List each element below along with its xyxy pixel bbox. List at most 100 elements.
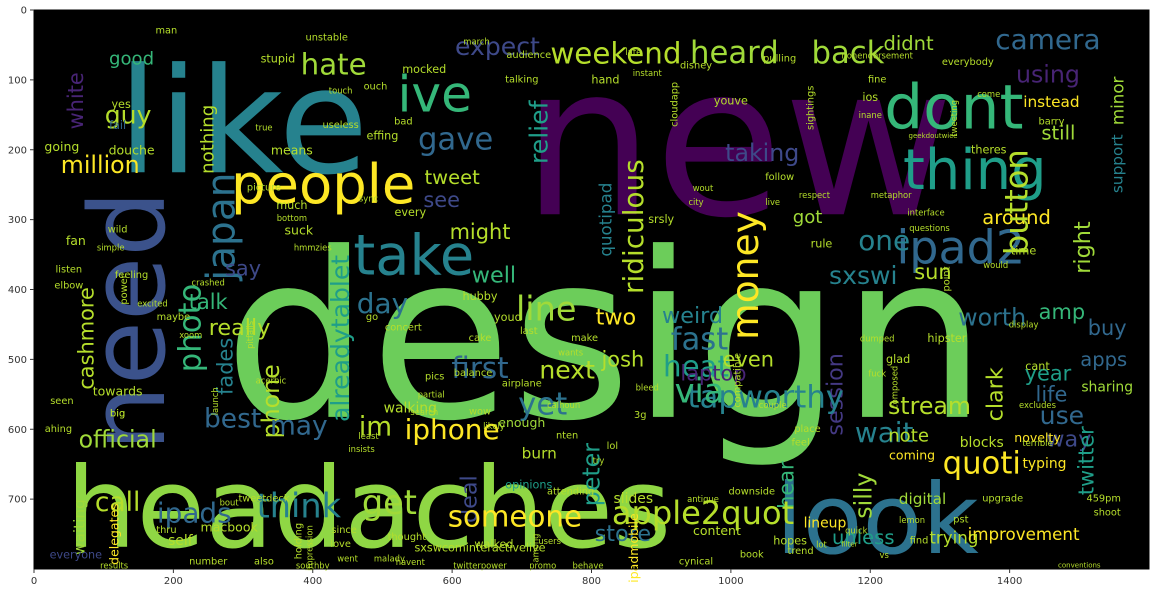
- word-16: back: [811, 36, 884, 71]
- word-47: worth: [958, 303, 1026, 331]
- word-235: lot: [816, 540, 827, 550]
- word-159: march: [463, 36, 489, 46]
- word-138: hubby: [462, 290, 497, 303]
- word-35: see: [423, 188, 460, 212]
- word-252: pitfalls: [245, 321, 255, 349]
- word-242: vs: [880, 550, 889, 560]
- word-135: every: [395, 206, 427, 219]
- word-50: got: [793, 207, 823, 228]
- word-240: southby: [296, 561, 330, 571]
- word-181: bottom: [277, 213, 307, 223]
- word-232: shoot: [1094, 508, 1121, 519]
- word-116: delegates: [107, 503, 122, 565]
- word-243: big: [110, 408, 125, 419]
- word-134: suck: [285, 223, 314, 238]
- word-120: slides: [614, 491, 654, 507]
- word-111: content: [693, 523, 741, 538]
- word-103: sxswcominteractivelive: [414, 542, 545, 555]
- word-81: fades: [214, 338, 238, 395]
- word-211: thru: [156, 525, 176, 536]
- word-250: acerbic: [256, 375, 287, 385]
- word-122: burn: [522, 445, 557, 463]
- word-11: ipad2: [897, 221, 1026, 275]
- word-166: respect: [799, 190, 831, 200]
- word-190: pics: [425, 371, 444, 382]
- y-tick-label-0: 0: [21, 6, 27, 17]
- word-263: would: [983, 260, 1008, 270]
- word-70: fast: [671, 322, 729, 357]
- word-117: macbook: [201, 520, 259, 535]
- word-86: iphone: [405, 413, 500, 446]
- word-55: use: [1040, 401, 1084, 430]
- word-191: airplane: [502, 378, 542, 389]
- word-98: apple2quot: [612, 494, 794, 532]
- word-143: time: [1011, 245, 1036, 258]
- word-31: still: [1041, 121, 1075, 144]
- y-tick-label-4: 400: [8, 285, 27, 296]
- word-171: useless: [322, 120, 358, 131]
- word-90: cashmore: [74, 287, 98, 390]
- word-175: sync: [359, 194, 379, 204]
- y-tick-label-2: 200: [8, 145, 27, 156]
- word-189: balance: [454, 368, 493, 379]
- word-197: least: [358, 431, 379, 441]
- word-264: questions: [909, 223, 950, 233]
- word-262: terrible: [1022, 438, 1052, 448]
- word-28: taking: [725, 139, 799, 167]
- word-65: silly: [849, 473, 877, 519]
- word-10: ive: [397, 64, 472, 123]
- word-188: wants: [558, 347, 583, 357]
- word-102: improvement: [968, 524, 1080, 544]
- word-201: try: [593, 456, 605, 466]
- plot-background: [34, 10, 1149, 569]
- y-tick-label-6: 600: [8, 425, 27, 436]
- word-21: gave: [418, 122, 493, 157]
- word-230: pst: [953, 515, 968, 526]
- x-tick-label-2: 400: [303, 576, 322, 587]
- word-130: stupid: [261, 52, 296, 65]
- word-27: nothing: [198, 105, 219, 174]
- word-91: white: [64, 72, 88, 129]
- word-158: ouch: [364, 81, 388, 92]
- word-41: say: [225, 257, 261, 281]
- word-214: thought: [388, 532, 427, 543]
- word-163: cloudapp: [670, 82, 681, 127]
- word-266: interface: [907, 208, 944, 218]
- x-tick-label-1: 200: [164, 576, 183, 587]
- word-83: best: [204, 403, 261, 434]
- word-231: upgrade: [982, 494, 1023, 505]
- word-229: lemon: [899, 515, 925, 525]
- word-6: people: [231, 153, 415, 216]
- word-245: ahing: [45, 424, 72, 435]
- word-260: display: [1009, 319, 1039, 329]
- word-14: weekend: [550, 36, 681, 70]
- word-218: malady: [374, 554, 405, 564]
- word-180: elbow: [54, 281, 83, 292]
- word-71: heat: [663, 349, 729, 383]
- word-146: barry: [1038, 116, 1064, 127]
- word-60: stream: [888, 392, 971, 420]
- word-164: sightings: [806, 86, 817, 130]
- word-137: rule: [811, 238, 833, 251]
- word-126: going: [44, 139, 79, 154]
- word-151: mocked: [402, 63, 446, 76]
- word-174: bad: [394, 116, 412, 127]
- word-57: life: [1036, 382, 1068, 406]
- x-tick-label-0: 0: [31, 576, 37, 587]
- word-228: find: [910, 536, 929, 547]
- word-104: digital: [899, 490, 947, 508]
- word-199: nten: [556, 431, 578, 442]
- word-147: theres: [971, 143, 1007, 156]
- word-68: tapworthy: [687, 380, 843, 415]
- word-172: touch: [329, 85, 353, 95]
- word-222: twitterpower: [453, 561, 507, 571]
- word-150: talking: [505, 74, 538, 85]
- word-2: like: [118, 36, 369, 207]
- word-225: cynical: [679, 557, 713, 568]
- y-tick-label-7: 700: [8, 495, 27, 506]
- word-25: guy: [105, 100, 152, 129]
- word-100: unless: [832, 526, 894, 549]
- word-73: even: [723, 347, 774, 371]
